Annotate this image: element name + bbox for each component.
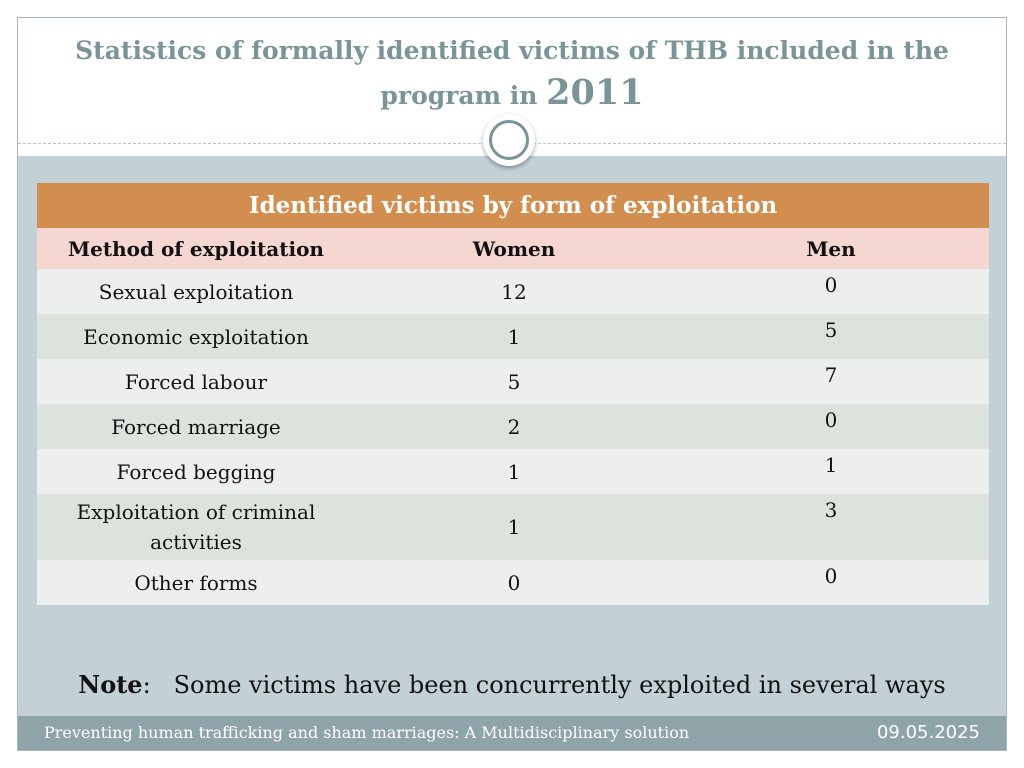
cell-women: 2	[355, 404, 673, 449]
cell-men: 3	[673, 494, 989, 560]
table-row: Forced labour 5 7	[37, 359, 989, 404]
cell-method: Other forms	[37, 560, 355, 605]
table-row: Forced begging 1 1	[37, 449, 989, 494]
slide-title: Statistics of formally identified victim…	[58, 30, 966, 117]
victims-table: Identified victims by form of exploitati…	[37, 183, 989, 605]
table-row: Other forms 0 0	[37, 560, 989, 605]
table-row: Sexual exploitation 12 0	[37, 269, 989, 314]
footer-text: Preventing human trafficking and sham ma…	[44, 723, 690, 742]
ring-ornament-icon	[483, 114, 535, 166]
cell-method: Sexual exploitation	[37, 269, 355, 314]
title-text: Statistics of formally identified victim…	[75, 36, 949, 110]
cell-men: 7	[673, 359, 989, 404]
column-header-men: Men	[673, 228, 989, 269]
cell-women: 12	[355, 269, 673, 314]
cell-women: 5	[355, 359, 673, 404]
cell-method: Economic exploitation	[37, 314, 355, 359]
cell-method: Forced begging	[37, 449, 355, 494]
cell-women: 0	[355, 560, 673, 605]
table-row: Exploitation of criminal activities 1 3	[37, 494, 989, 560]
cell-women: 1	[355, 449, 673, 494]
note-text: Some victims have been concurrently expl…	[173, 671, 946, 699]
table-row: Forced marriage 2 0	[37, 404, 989, 449]
footer: Preventing human trafficking and sham ma…	[18, 716, 1006, 750]
cell-men: 0	[673, 560, 989, 605]
cell-men: 1	[673, 449, 989, 494]
cell-men: 0	[673, 269, 989, 314]
column-header-method: Method of exploitation	[37, 228, 355, 269]
cell-method: Exploitation of criminal activities	[37, 494, 355, 560]
column-header-women: Women	[355, 228, 673, 269]
footer-date: 09.05.2025	[876, 722, 980, 743]
table-caption: Identified victims by form of exploitati…	[37, 183, 989, 228]
cell-men: 5	[673, 314, 989, 359]
cell-method: Forced labour	[37, 359, 355, 404]
note: Note: Some victims have been concurrentl…	[78, 670, 946, 699]
cell-method: Forced marriage	[37, 404, 355, 449]
cell-men: 0	[673, 404, 989, 449]
slide: Statistics of formally identified victim…	[17, 17, 1007, 751]
cell-women: 1	[355, 494, 673, 560]
table-row: Economic exploitation 1 5	[37, 314, 989, 359]
title-year: 2011	[546, 72, 644, 113]
cell-women: 1	[355, 314, 673, 359]
note-label: Note	[78, 670, 143, 699]
